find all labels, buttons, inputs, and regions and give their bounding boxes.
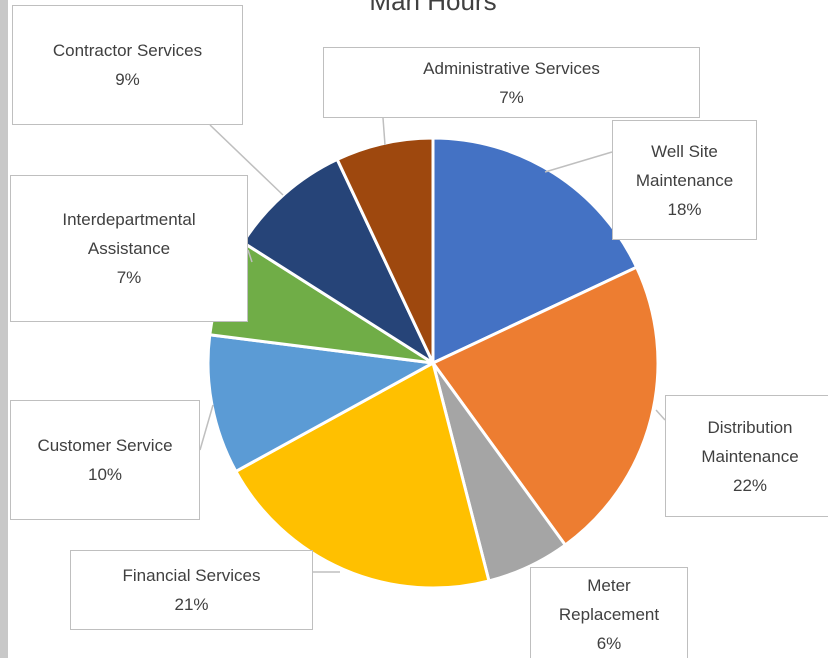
value-label: 6%	[596, 634, 622, 653]
leader-line	[655, 409, 666, 421]
pie-slice	[233, 360, 491, 590]
value-label: 10%	[87, 465, 123, 484]
data-callout: Distribution Maintenance 22%	[665, 395, 828, 517]
value-label: 9%	[115, 70, 140, 89]
window-edge	[0, 0, 8, 658]
category-label: Meter Replacement	[558, 576, 660, 624]
data-callout: Contractor Services 9%	[12, 5, 243, 125]
leader-line	[247, 249, 253, 263]
data-callout: Customer Service 10%	[10, 400, 200, 520]
leader-line	[209, 124, 284, 196]
category-label: Well Site Maintenance	[635, 141, 734, 190]
value-label: 22%	[732, 475, 768, 495]
pie-slice	[431, 136, 639, 366]
leader-line	[199, 404, 214, 451]
category-label: Customer Service	[37, 436, 173, 455]
data-callout: Well Site Maintenance 18%	[612, 120, 757, 240]
data-callout: Administrative Services 7%	[323, 47, 700, 118]
data-callout: Meter Replacement 6%	[530, 567, 688, 658]
data-callout: Financial Services 21%	[70, 550, 313, 630]
pie-slice	[430, 265, 660, 548]
category-label: Distribution Maintenance	[701, 417, 799, 466]
category-label: Contractor Services	[52, 41, 203, 60]
pie-slice	[335, 136, 435, 364]
chart-title: Man Hours	[369, 0, 497, 16]
category-label: Administrative Services	[423, 58, 600, 78]
leader-line	[544, 151, 613, 173]
pie-slice	[206, 333, 438, 474]
data-callout: Interdepartmental Assistance 7%	[10, 175, 248, 322]
category-label: Interdepartmental Assistance	[62, 210, 196, 258]
value-label: 21%	[174, 595, 209, 614]
category-label: Financial Services	[122, 566, 261, 585]
value-label: 18%	[667, 199, 702, 219]
value-label: 7%	[499, 87, 524, 107]
leader-line	[382, 117, 386, 146]
value-label: 7%	[116, 268, 142, 287]
